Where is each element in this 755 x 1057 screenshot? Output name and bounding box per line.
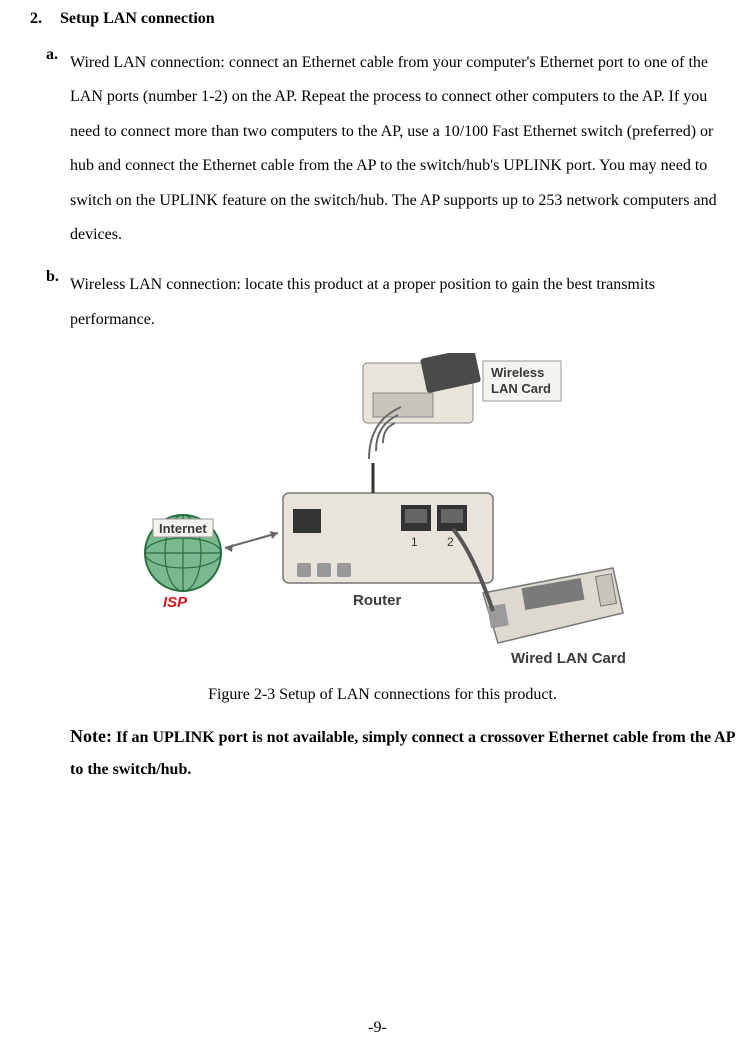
router-label: Router bbox=[353, 592, 401, 609]
note-label: Note: bbox=[70, 726, 112, 746]
port-label-2: 2 bbox=[447, 535, 454, 549]
wireless-label-line2: LAN Card bbox=[491, 381, 551, 396]
arrow-isp-router bbox=[225, 531, 278, 552]
port-label-1: 1 bbox=[411, 535, 418, 549]
section-number: 2. bbox=[30, 10, 42, 28]
wired-card-icon bbox=[483, 568, 623, 643]
wireless-label-line1: Wireless bbox=[491, 365, 544, 380]
list-item-a: a. Wired LAN connection: connect an Ethe… bbox=[70, 46, 735, 252]
internet-icon: Internet bbox=[145, 515, 221, 591]
section-title: Setup LAN connection bbox=[60, 10, 215, 28]
network-diagram: Wireless LAN Card 1 2 Router bbox=[133, 353, 633, 673]
list-item-b: b. Wireless LAN connection: locate this … bbox=[70, 268, 735, 337]
list-label-b: b. bbox=[46, 268, 59, 286]
section-header: 2. Setup LAN connection bbox=[30, 10, 735, 28]
figure-caption: Figure 2-3 Setup of LAN connections for … bbox=[30, 686, 735, 704]
wired-card-label: Wired LAN Card bbox=[511, 650, 626, 667]
note-text: If an UPLINK port is not available, simp… bbox=[70, 729, 735, 778]
note-block: Note: If an UPLINK port is not available… bbox=[70, 718, 735, 786]
wireless-card-icon bbox=[363, 353, 481, 423]
internet-label: Internet bbox=[159, 521, 207, 536]
page-number: -9- bbox=[0, 1019, 755, 1037]
figure-container: Wireless LAN Card 1 2 Router bbox=[30, 353, 735, 678]
body-text-a: Wired LAN connection: connect an Etherne… bbox=[70, 54, 717, 243]
isp-label: ISP bbox=[163, 594, 188, 611]
body-text-b: Wireless LAN connection: locate this pro… bbox=[70, 276, 655, 327]
router-icon: 1 2 bbox=[283, 463, 493, 583]
list-label-a: a. bbox=[46, 46, 58, 64]
